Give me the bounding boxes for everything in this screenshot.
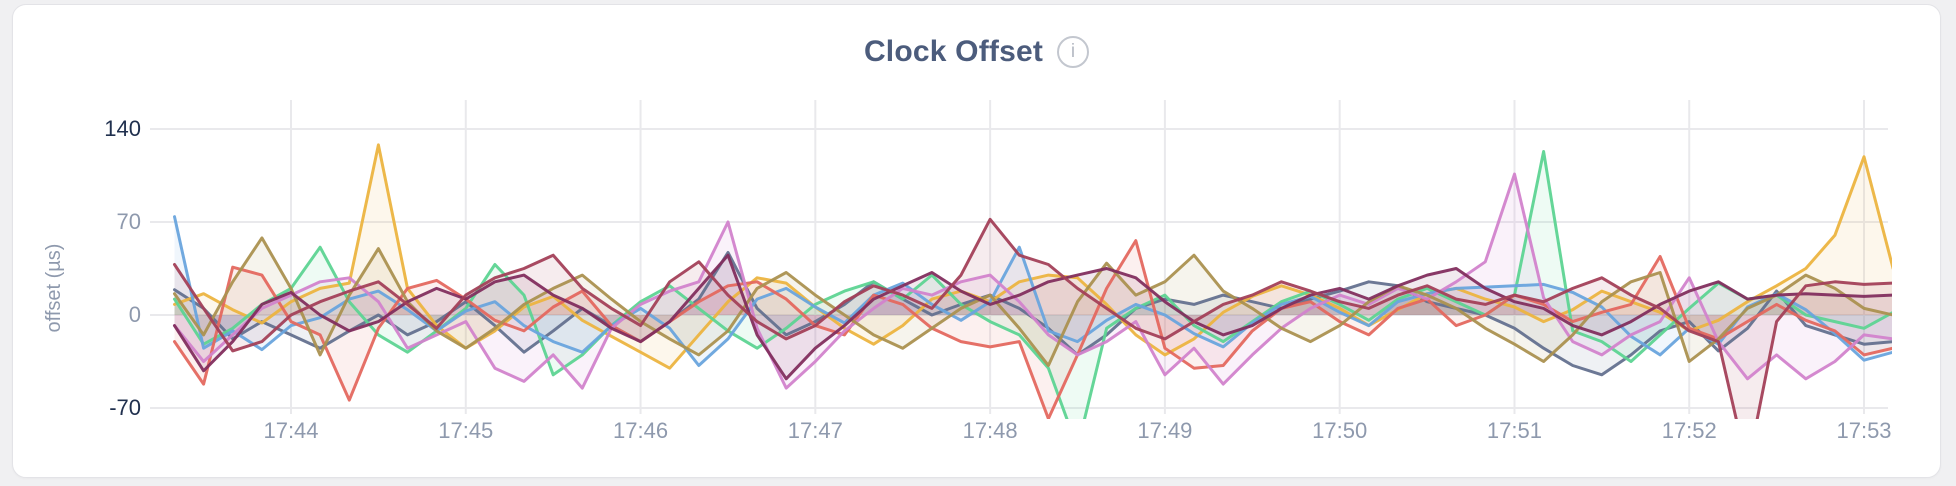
series-area-khaki — [174, 237, 1892, 366]
chart-title: Clock Offset — [863, 35, 1044, 68]
x-tick-label: 17:49 — [1137, 418, 1192, 443]
x-tick-label: 17:48 — [963, 418, 1018, 443]
x-tick-label: 17:46 — [613, 418, 668, 443]
x-tick-label: 17:52 — [1662, 418, 1717, 443]
series-line-green — [173, 150, 1892, 419]
series-area-plum — [174, 255, 1892, 379]
x-tick-label: 17:50 — [1312, 418, 1367, 443]
y-axis-label: offset (µs) — [43, 244, 65, 333]
series-line-orchid — [173, 172, 1892, 390]
x-tick-label: 17:53 — [1836, 418, 1891, 443]
info-icon[interactable]: i — [1057, 36, 1090, 68]
y-tick-label: 70 — [117, 209, 141, 234]
x-tick-label: 17:45 — [438, 418, 493, 443]
series-line-khaki — [173, 236, 1892, 367]
y-tick-label: -70 — [109, 395, 141, 420]
x-tick-label: 17:51 — [1487, 418, 1542, 443]
series-line-plum — [173, 253, 1892, 381]
x-tick-label: 17:44 — [263, 418, 318, 443]
series-line-maroon — [173, 217, 1892, 419]
axis-layer: 140 70 0 -70 17:44 17:45 17:46 17:47 17:48 17:49 1… — [104, 116, 1891, 443]
x-tick-label: 17:47 — [788, 418, 843, 443]
series-layer — [173, 143, 1892, 419]
chart-title-row: Clock Offset i — [13, 35, 1940, 69]
y-tick-label: 140 — [104, 116, 141, 141]
y-tick-label: 0 — [129, 302, 141, 327]
series-area-salmon — [174, 240, 1892, 419]
plot-area[interactable] — [150, 92, 1892, 419]
chart-card: Clock Offset i — [12, 4, 1941, 478]
